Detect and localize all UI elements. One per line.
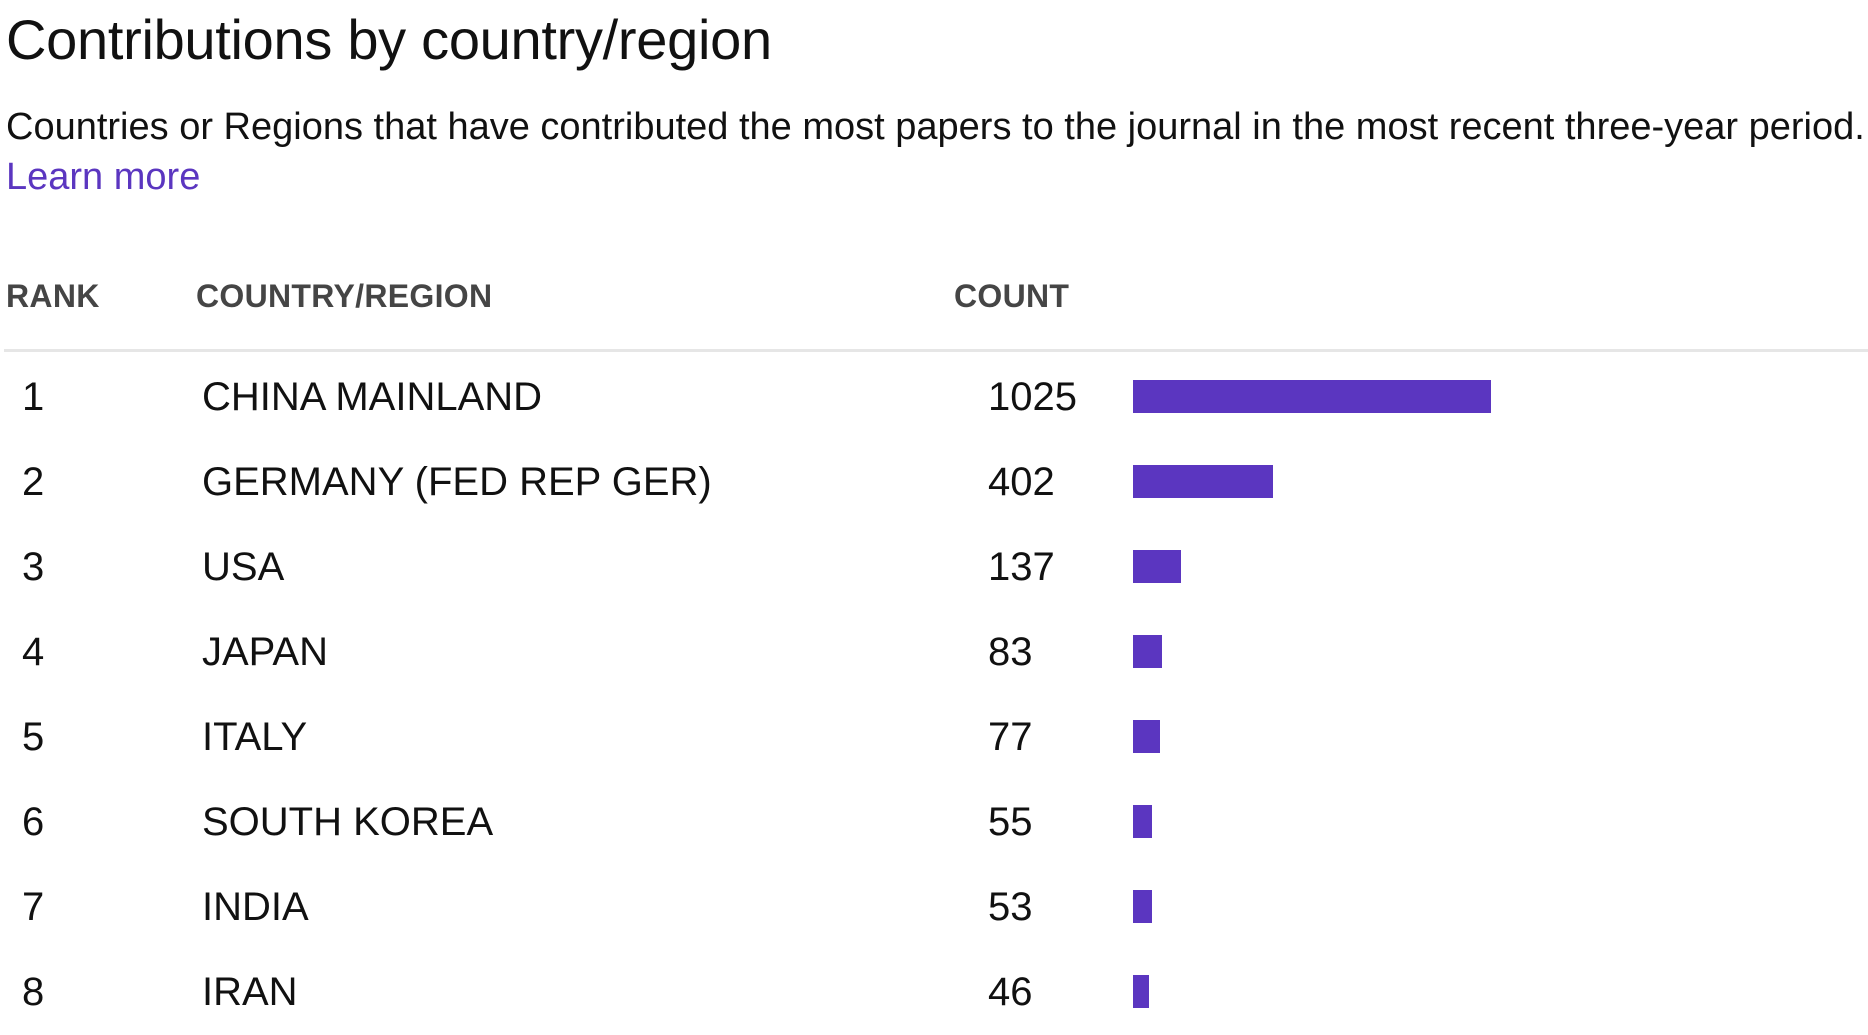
count-bar-track bbox=[1133, 635, 1783, 668]
table-row[interactable]: 4 JAPAN 83 bbox=[0, 610, 1868, 695]
count-cell: 53 bbox=[988, 885, 1033, 929]
rank-column-header[interactable]: RANK bbox=[6, 278, 100, 314]
count-bar bbox=[1133, 975, 1149, 1008]
page-title: Contributions by country/region bbox=[6, 8, 772, 71]
count-bar bbox=[1133, 890, 1152, 923]
rank-cell: 5 bbox=[22, 715, 45, 759]
count-bar bbox=[1133, 550, 1181, 583]
count-cell: 1025 bbox=[988, 375, 1077, 419]
country-cell: GERMANY (FED REP GER) bbox=[202, 460, 712, 504]
learn-more-link[interactable]: Learn more bbox=[6, 156, 201, 198]
country-cell: INDIA bbox=[202, 885, 309, 929]
table-row[interactable]: 1 CHINA MAINLAND 1025 bbox=[0, 355, 1868, 440]
count-cell: 83 bbox=[988, 630, 1033, 674]
rank-cell: 1 bbox=[22, 375, 45, 419]
table-row[interactable]: 3 USA 137 bbox=[0, 525, 1868, 610]
country-cell: USA bbox=[202, 545, 285, 589]
count-bar-track bbox=[1133, 720, 1783, 753]
rank-cell: 6 bbox=[22, 800, 45, 844]
count-bar bbox=[1133, 635, 1162, 668]
count-bar-track bbox=[1133, 465, 1783, 498]
table-row[interactable]: 8 IRAN 46 bbox=[0, 950, 1868, 1035]
table-header: RANK COUNTRY/REGION COUNT bbox=[0, 270, 1868, 318]
country-cell: CHINA MAINLAND bbox=[202, 375, 543, 419]
rank-cell: 3 bbox=[22, 545, 45, 589]
country-cell: JAPAN bbox=[202, 630, 328, 674]
country-table-body: 1 CHINA MAINLAND 1025 2 GERMANY (FED REP GER… bbox=[0, 355, 1868, 1035]
rank-cell: 4 bbox=[22, 630, 45, 674]
count-cell: 77 bbox=[988, 715, 1033, 759]
count-bar bbox=[1133, 380, 1491, 413]
count-bar bbox=[1133, 720, 1160, 753]
count-cell: 46 bbox=[988, 970, 1033, 1014]
table-row[interactable]: 7 INDIA 53 bbox=[0, 865, 1868, 950]
count-column-header[interactable]: COUNT bbox=[954, 278, 1070, 314]
table-row[interactable]: 5 ITALY 77 bbox=[0, 695, 1868, 780]
country-cell: SOUTH KOREA bbox=[202, 800, 494, 844]
table-row[interactable]: 2 GERMANY (FED REP GER) 402 bbox=[0, 440, 1868, 525]
description-text: Countries or Regions that have contribut… bbox=[6, 106, 1865, 148]
country-cell: IRAN bbox=[202, 970, 298, 1014]
count-bar-track bbox=[1133, 550, 1783, 583]
table-row[interactable]: 6 SOUTH KOREA 55 bbox=[0, 780, 1868, 865]
count-bar-track bbox=[1133, 975, 1783, 1008]
rank-cell: 8 bbox=[22, 970, 45, 1014]
count-cell: 137 bbox=[988, 545, 1055, 589]
count-bar bbox=[1133, 465, 1273, 498]
rank-cell: 7 bbox=[22, 885, 45, 929]
country-cell: ITALY bbox=[202, 715, 308, 759]
count-bar-track bbox=[1133, 380, 1783, 413]
page-description: Countries or Regions that have contribut… bbox=[6, 102, 1866, 202]
count-bar bbox=[1133, 805, 1152, 838]
header-divider bbox=[4, 349, 1868, 352]
rank-cell: 2 bbox=[22, 460, 45, 504]
count-cell: 55 bbox=[988, 800, 1033, 844]
country-column-header[interactable]: COUNTRY/REGION bbox=[196, 278, 493, 314]
count-cell: 402 bbox=[988, 460, 1055, 504]
count-bar-track bbox=[1133, 805, 1783, 838]
count-bar-track bbox=[1133, 890, 1783, 923]
